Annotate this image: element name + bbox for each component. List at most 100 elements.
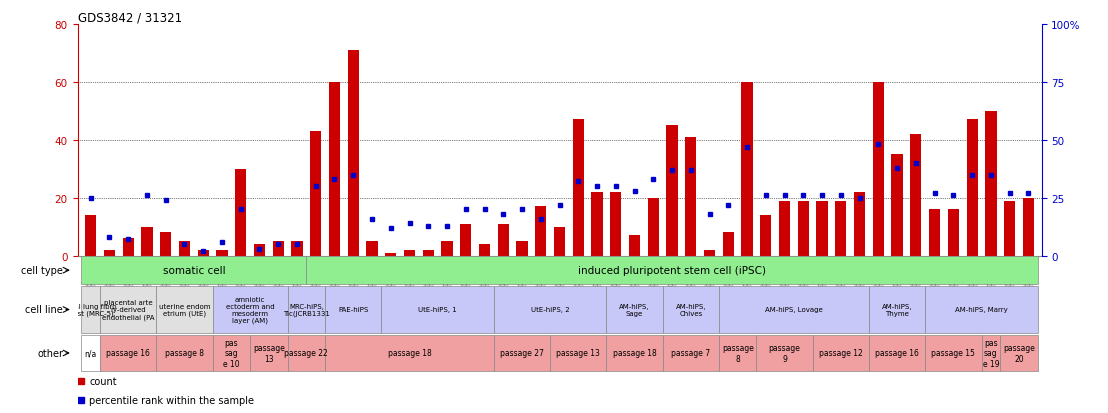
Bar bbox=[629, 236, 640, 256]
Bar bbox=[178, 242, 191, 256]
Bar bbox=[497, 224, 509, 256]
Bar bbox=[254, 244, 265, 256]
Bar bbox=[606, 335, 663, 371]
Text: passage 15: passage 15 bbox=[932, 349, 975, 358]
Bar bbox=[1001, 335, 1038, 371]
Bar bbox=[779, 201, 790, 256]
Bar bbox=[104, 250, 115, 256]
Bar bbox=[1004, 201, 1015, 256]
Bar bbox=[325, 286, 381, 334]
Text: passage 18: passage 18 bbox=[613, 349, 656, 358]
Bar bbox=[741, 83, 752, 256]
Bar bbox=[213, 335, 250, 371]
Bar bbox=[367, 242, 378, 256]
Bar bbox=[892, 155, 903, 256]
Text: uterine endom
etrium (UtE): uterine endom etrium (UtE) bbox=[158, 303, 211, 316]
Bar bbox=[123, 239, 134, 256]
Text: somatic cell: somatic cell bbox=[163, 266, 225, 275]
Text: cell type: cell type bbox=[21, 266, 63, 275]
Text: AM-hiPS,
Thyme: AM-hiPS, Thyme bbox=[882, 303, 912, 316]
Bar bbox=[250, 335, 288, 371]
Bar bbox=[929, 210, 941, 256]
Bar bbox=[329, 83, 340, 256]
Bar bbox=[873, 83, 884, 256]
Bar bbox=[348, 51, 359, 256]
Text: pas
sag
e 10: pas sag e 10 bbox=[223, 338, 239, 368]
Bar bbox=[1023, 198, 1034, 256]
Text: induced pluripotent stem cell (iPSC): induced pluripotent stem cell (iPSC) bbox=[578, 266, 766, 275]
Bar bbox=[704, 250, 715, 256]
Bar bbox=[835, 201, 847, 256]
Text: n/a: n/a bbox=[84, 349, 96, 358]
Bar bbox=[966, 120, 977, 256]
Bar bbox=[817, 201, 828, 256]
Text: passage 22: passage 22 bbox=[285, 349, 328, 358]
Bar bbox=[648, 198, 659, 256]
Text: placental arte
ry-derived
endothelial (PA: placental arte ry-derived endothelial (P… bbox=[102, 299, 154, 320]
Bar bbox=[197, 250, 208, 256]
Bar bbox=[869, 335, 925, 371]
Bar bbox=[611, 192, 622, 256]
Bar bbox=[516, 242, 527, 256]
Bar bbox=[760, 216, 771, 256]
Bar bbox=[719, 286, 869, 334]
Bar bbox=[100, 335, 156, 371]
Bar bbox=[156, 335, 213, 371]
Text: GDS3842 / 31321: GDS3842 / 31321 bbox=[78, 12, 182, 25]
Bar bbox=[757, 335, 813, 371]
Bar bbox=[100, 286, 156, 334]
Bar bbox=[573, 120, 584, 256]
Bar bbox=[911, 135, 922, 256]
Bar bbox=[386, 253, 397, 256]
Bar bbox=[666, 126, 678, 256]
Bar bbox=[606, 286, 663, 334]
Text: count: count bbox=[89, 376, 116, 386]
Text: passage 16: passage 16 bbox=[106, 349, 150, 358]
Bar bbox=[947, 210, 960, 256]
Text: pas
sag
e 19: pas sag e 19 bbox=[983, 338, 999, 368]
Bar bbox=[404, 250, 416, 256]
Bar bbox=[494, 335, 551, 371]
Text: AM-hiPS, Marry: AM-hiPS, Marry bbox=[955, 307, 1008, 313]
Bar bbox=[719, 335, 757, 371]
Bar bbox=[869, 286, 925, 334]
Text: passage 18: passage 18 bbox=[388, 349, 431, 358]
Text: passage
20: passage 20 bbox=[1003, 344, 1035, 363]
Bar bbox=[288, 335, 325, 371]
Bar bbox=[216, 250, 227, 256]
Bar bbox=[81, 256, 306, 285]
Text: PAE-hiPS: PAE-hiPS bbox=[338, 307, 368, 313]
Bar bbox=[325, 335, 494, 371]
Bar bbox=[310, 132, 321, 256]
Bar bbox=[722, 233, 733, 256]
Bar bbox=[381, 286, 494, 334]
Bar bbox=[142, 227, 153, 256]
Bar bbox=[494, 286, 606, 334]
Bar bbox=[288, 286, 325, 334]
Text: passage
13: passage 13 bbox=[253, 344, 285, 363]
Bar bbox=[551, 335, 606, 371]
Bar bbox=[854, 192, 865, 256]
Text: cell line: cell line bbox=[25, 305, 63, 315]
Bar bbox=[441, 242, 453, 256]
Bar bbox=[422, 250, 434, 256]
Bar bbox=[925, 286, 1038, 334]
Text: passage
9: passage 9 bbox=[769, 344, 800, 363]
Text: passage
8: passage 8 bbox=[721, 344, 753, 363]
Bar bbox=[985, 112, 996, 256]
Text: passage 27: passage 27 bbox=[500, 349, 544, 358]
Bar bbox=[554, 227, 565, 256]
Bar bbox=[81, 286, 100, 334]
Bar bbox=[982, 335, 1001, 371]
Text: MRC-hiPS,
Tic(JCRB1331: MRC-hiPS, Tic(JCRB1331 bbox=[283, 303, 330, 316]
Text: AM-hiPS,
Sage: AM-hiPS, Sage bbox=[619, 303, 649, 316]
Bar bbox=[213, 286, 288, 334]
Text: other: other bbox=[37, 348, 63, 358]
Bar bbox=[81, 335, 100, 371]
Bar bbox=[306, 256, 1038, 285]
Text: passage 16: passage 16 bbox=[875, 349, 919, 358]
Text: amniotic
ectoderm and
mesoderm
layer (AM): amniotic ectoderm and mesoderm layer (AM… bbox=[226, 296, 275, 323]
Text: percentile rank within the sample: percentile rank within the sample bbox=[89, 394, 254, 405]
Bar bbox=[535, 207, 546, 256]
Bar bbox=[156, 286, 213, 334]
